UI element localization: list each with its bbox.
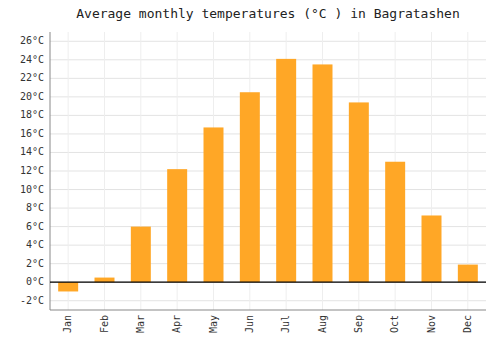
y-grid-line <box>50 208 486 209</box>
y-grid-line <box>50 133 486 134</box>
y-tick-label: 22°C <box>20 72 44 83</box>
y-tick-label: 16°C <box>20 128 44 139</box>
y-tick-label: 6°C <box>26 221 44 232</box>
bar <box>95 278 115 283</box>
bars <box>50 59 486 292</box>
y-grid-line <box>50 171 486 172</box>
y-grid-line <box>50 189 486 190</box>
y-tick-label: -2°C <box>20 295 44 306</box>
bar <box>458 265 478 283</box>
y-grid-line <box>50 245 486 246</box>
x-grid-line <box>104 32 105 310</box>
x-tick-label: Jul <box>280 315 291 333</box>
title: Average monthly temperatures (°C ) in Ba… <box>76 6 460 21</box>
x-tick-labels: Jan Feb Mar Apr May Jun Jul Aug Sep Oct Nov Dec <box>62 315 473 333</box>
bar <box>167 169 187 282</box>
y-grid-line <box>50 263 486 264</box>
x-tick-label: Mar <box>135 315 146 333</box>
y-grid-line <box>50 226 486 227</box>
bar <box>422 215 442 282</box>
y-tick-label: 14°C <box>20 146 44 157</box>
bar <box>276 59 296 282</box>
bar <box>240 92 260 282</box>
y-tick-label: 4°C <box>26 239 44 250</box>
bar <box>385 162 405 282</box>
y-grid-line <box>50 300 486 301</box>
y-grid-line <box>50 115 486 116</box>
y-tick-label: 20°C <box>20 91 44 102</box>
y-grid-line <box>50 96 486 97</box>
bar <box>204 127 224 282</box>
x-tick-label: Feb <box>99 315 110 333</box>
y-grid-line <box>50 78 486 79</box>
y-tick-label: 10°C <box>20 184 44 195</box>
zero-line <box>50 282 486 283</box>
x-tick-label: Aug <box>317 315 328 333</box>
bar <box>349 102 369 282</box>
chart: -2°C 0°C 2°C 4°C 6°C 8°C 10°C 12°C 14°C 16°C 18°C 2… <box>0 0 500 350</box>
y-grid-line <box>50 41 486 42</box>
x-tick-label: Jan <box>62 315 73 333</box>
x-tick-label: Apr <box>171 315 182 333</box>
y-tick-label: 24°C <box>20 54 44 65</box>
x-tick-label: Jun <box>244 315 255 333</box>
y-tick-labels: -2°C 0°C 2°C 4°C 6°C 8°C 10°C 12°C 14°C 16°C 18°C 2… <box>20 35 44 305</box>
x-grid-line <box>68 32 69 310</box>
y-axis-line <box>50 32 51 310</box>
grid <box>50 32 486 310</box>
x-tick-label: May <box>208 315 219 333</box>
y-grid-line <box>50 282 486 283</box>
x-axis-line <box>50 310 486 311</box>
x-tick-label: Nov <box>426 315 437 333</box>
y-tick-label: 8°C <box>26 202 44 213</box>
bar <box>58 282 78 291</box>
y-grid-line <box>50 59 486 60</box>
y-tick-label: 2°C <box>26 258 44 269</box>
y-tick-label: 18°C <box>20 109 44 120</box>
x-tick-label: Dec <box>462 315 473 333</box>
y-tick-label: 12°C <box>20 165 44 176</box>
x-tick-label: Sep <box>353 315 364 333</box>
bar <box>131 227 151 283</box>
y-grid-line <box>50 152 486 153</box>
y-tick-label: 0°C <box>26 276 44 287</box>
y-tick-label: 26°C <box>20 35 44 46</box>
x-tick-label: Oct <box>389 315 400 333</box>
bar <box>313 64 333 282</box>
